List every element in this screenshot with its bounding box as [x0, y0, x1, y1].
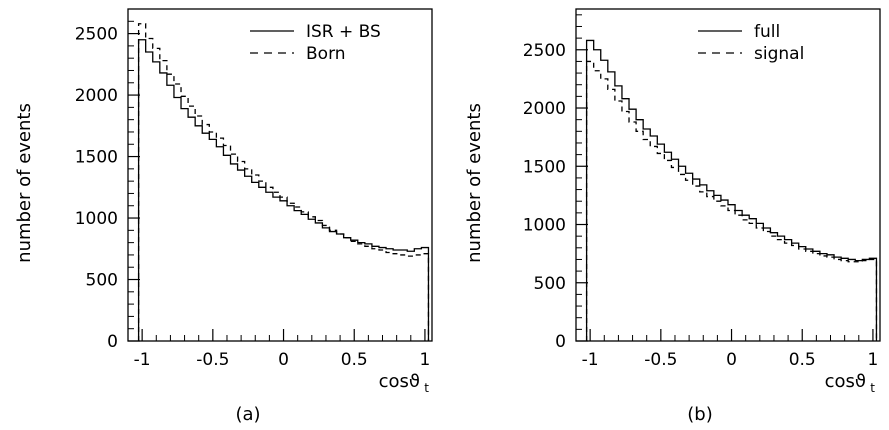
- y-tick-label: 2000: [75, 86, 118, 106]
- panel-label: (a): [235, 404, 260, 425]
- panel-b: -1 -0.5 0 0.5 1 0 500 1000 1500 2000 2500 number of…: [464, 8, 881, 425]
- series-line-1: [585, 39, 878, 341]
- y-tick-label: 2500: [523, 41, 566, 61]
- y-axis-label: number of events: [464, 103, 485, 263]
- x-tick-label: -0.5: [644, 350, 677, 370]
- x-tick-label: 1: [420, 350, 431, 370]
- y-tick-label: 1000: [523, 216, 566, 236]
- series-line-2: [585, 60, 878, 341]
- legend-label: Born: [306, 44, 346, 64]
- y-tick-label: 2500: [75, 25, 118, 45]
- y-tick-label: 0: [555, 332, 566, 352]
- panel-label: (b): [687, 404, 712, 425]
- series-line-2: [137, 23, 430, 341]
- legend-label: signal: [754, 44, 804, 64]
- y-tick-label: 0: [107, 332, 118, 352]
- y-tick-label: 2000: [523, 99, 566, 119]
- y-tick-label: 500: [86, 271, 118, 291]
- y-axis-label: number of events: [14, 103, 35, 263]
- x-axis-label: cosϑ: [825, 371, 866, 392]
- x-tick-label: -1: [134, 350, 151, 370]
- plot-frame: [127, 8, 433, 342]
- x-axis-label-subscript: t: [424, 381, 429, 395]
- legend-label: ISR + BS: [306, 22, 381, 42]
- x-tick-label: 1: [868, 350, 879, 370]
- plot-frame: [575, 8, 881, 342]
- x-tick-label: 0.5: [789, 350, 816, 370]
- y-tick-label: 1000: [75, 209, 118, 229]
- x-axis-label-subscript: t: [870, 381, 875, 395]
- panel-a: -1 -0.5 0 0.5 1 0 500 1000 1500 2000 2500 number of…: [14, 8, 433, 425]
- x-tick-label: 0: [726, 350, 737, 370]
- x-tick-label: 0: [278, 350, 289, 370]
- x-axis-label: cosϑ: [379, 371, 420, 392]
- x-tick-label: -1: [582, 350, 599, 370]
- legend-label: full: [754, 22, 780, 42]
- y-tick-label: 500: [534, 274, 566, 294]
- x-tick-label: -0.5: [196, 350, 229, 370]
- x-tick-label: 0.5: [341, 350, 368, 370]
- y-tick-label: 1500: [523, 157, 566, 177]
- series-line-1: [137, 39, 430, 341]
- y-tick-label: 1500: [75, 148, 118, 168]
